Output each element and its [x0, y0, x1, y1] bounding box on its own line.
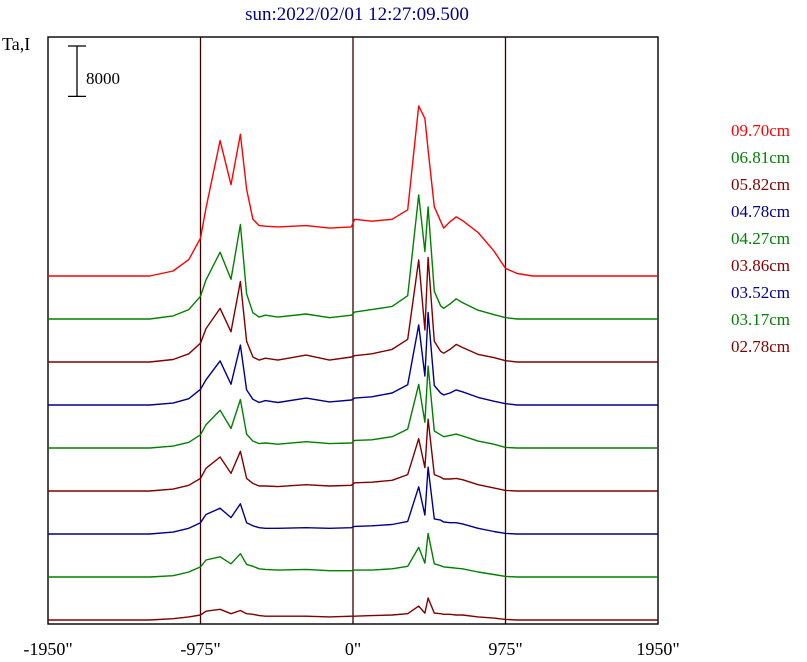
x-tick-label-4: 1950" [636, 639, 679, 659]
legend-entry-4: 04.27cm [731, 229, 790, 248]
series-lines [48, 105, 658, 621]
scale-bar: 8000 [68, 45, 120, 98]
series-line-4 [48, 365, 658, 449]
series-line-3 [48, 311, 658, 406]
series-line-0 [48, 105, 658, 277]
legend-entry-0: 09.70cm [731, 121, 790, 140]
legend-entry-5: 03.86cm [731, 256, 790, 275]
legend-entry-3: 04.78cm [731, 202, 790, 221]
legend-entry-6: 03.52cm [731, 283, 790, 302]
y-axis-label: Ta,I [2, 34, 30, 54]
x-tick-label-2: 0" [345, 639, 361, 659]
legend-entry-8: 02.78cm [731, 337, 790, 356]
reference-lines [199, 37, 507, 624]
scale-bar-label: 8000 [86, 69, 120, 88]
series-line-2 [48, 256, 658, 363]
series-line-1 [48, 194, 658, 320]
chart-title: sun:2022/02/01 12:27:09.500 [245, 4, 469, 25]
legend-entry-1: 06.81cm [731, 148, 790, 167]
series-line-8 [48, 597, 658, 621]
x-tick-label-0: -1950" [23, 639, 72, 659]
x-tick-label-3: 975" [488, 639, 522, 659]
series-line-6 [48, 466, 658, 535]
x-axis-ticks: -1950" -975" 0" 975" 1950" [23, 639, 679, 659]
legend-entry-7: 03.17cm [731, 310, 790, 329]
x-tick-label-1: -975" [180, 639, 220, 659]
legend-entry-2: 05.82cm [731, 175, 790, 194]
legend: 09.70cm 06.81cm 05.82cm 04.78cm 04.27cm 03.86… [731, 121, 790, 356]
series-line-7 [48, 532, 658, 578]
series-line-5 [48, 418, 658, 492]
